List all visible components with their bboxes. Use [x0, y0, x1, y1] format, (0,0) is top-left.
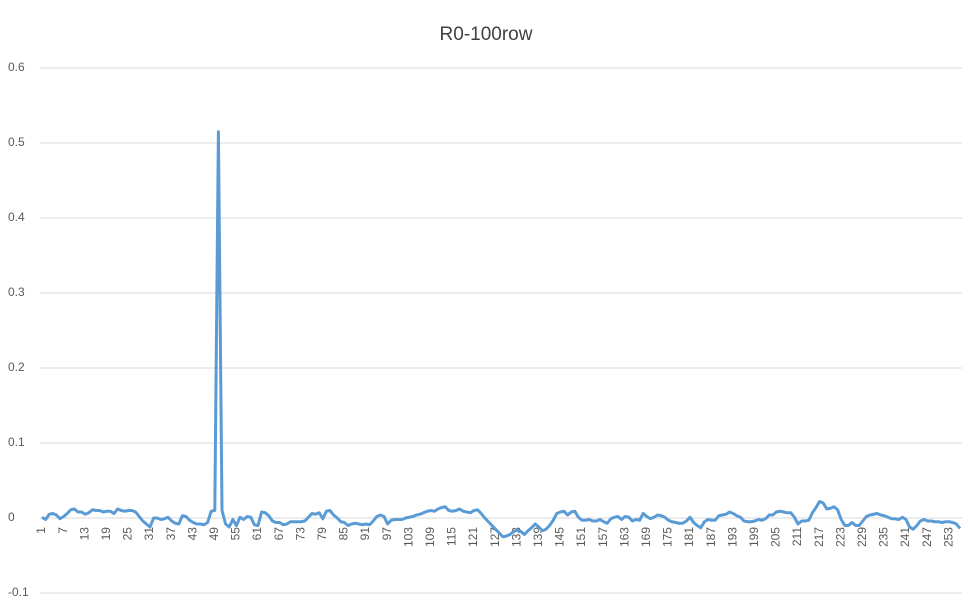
y-tick-label: 0.6 [8, 60, 25, 74]
x-tick-label: 145 [553, 527, 567, 547]
x-tick-label: 31 [142, 527, 156, 541]
x-tick-label: 61 [250, 527, 264, 541]
x-tick-label: 193 [725, 527, 739, 547]
x-tick-label: 37 [164, 527, 178, 541]
x-tick-label: 181 [682, 527, 696, 547]
x-tick-label: 79 [315, 527, 329, 541]
x-tick-label: 247 [920, 527, 934, 547]
x-tick-label: 1 [34, 527, 48, 534]
x-tick-label: 109 [423, 527, 437, 547]
x-tick-label: 115 [445, 527, 459, 546]
x-tick-label: 205 [769, 527, 783, 547]
x-tick-label: 7 [56, 527, 70, 534]
chart-title: R0-100row [440, 24, 533, 45]
x-tick-label: 73 [293, 527, 307, 541]
y-tick-label: 0.2 [8, 360, 25, 374]
x-tick-label: 103 [401, 527, 415, 547]
x-tick-label: 67 [272, 527, 286, 541]
x-tick-label: 211 [790, 527, 804, 546]
x-tick-label: 223 [833, 527, 847, 547]
y-tick-label: 0 [8, 510, 15, 524]
y-tick-label: -0.1 [8, 585, 29, 599]
x-tick-label: 19 [99, 527, 113, 541]
y-tick-label: 0.5 [8, 135, 25, 149]
y-tick-label: 0.3 [8, 285, 25, 299]
data-line [41, 130, 962, 539]
x-tick-label: 97 [380, 527, 394, 541]
x-tick-label: 199 [747, 527, 761, 547]
x-tick-label: 157 [596, 527, 610, 547]
x-tick-label: 121 [466, 527, 480, 547]
x-tick-label: 43 [185, 527, 199, 541]
x-tick-label: 163 [617, 527, 631, 547]
x-tick-label: 25 [121, 527, 135, 541]
x-tick-label: 175 [661, 527, 675, 547]
x-tick-label: 235 [877, 527, 891, 547]
x-tick-label: 253 [941, 527, 955, 547]
x-tick-label: 217 [812, 527, 826, 547]
x-tick-label: 13 [77, 527, 91, 541]
y-tick-label: 0.4 [8, 210, 25, 224]
x-tick-label: 187 [704, 527, 718, 547]
x-tick-label: 49 [207, 527, 221, 541]
x-tick-label: 169 [639, 527, 653, 547]
x-tick-label: 91 [358, 527, 372, 541]
y-tick-label: 0.1 [8, 435, 25, 449]
x-tick-label: 241 [898, 527, 912, 547]
x-tick-label: 229 [855, 527, 869, 547]
x-tick-label: 55 [229, 527, 243, 541]
x-tick-label: 85 [337, 527, 351, 541]
x-tick-label: 151 [574, 527, 588, 547]
